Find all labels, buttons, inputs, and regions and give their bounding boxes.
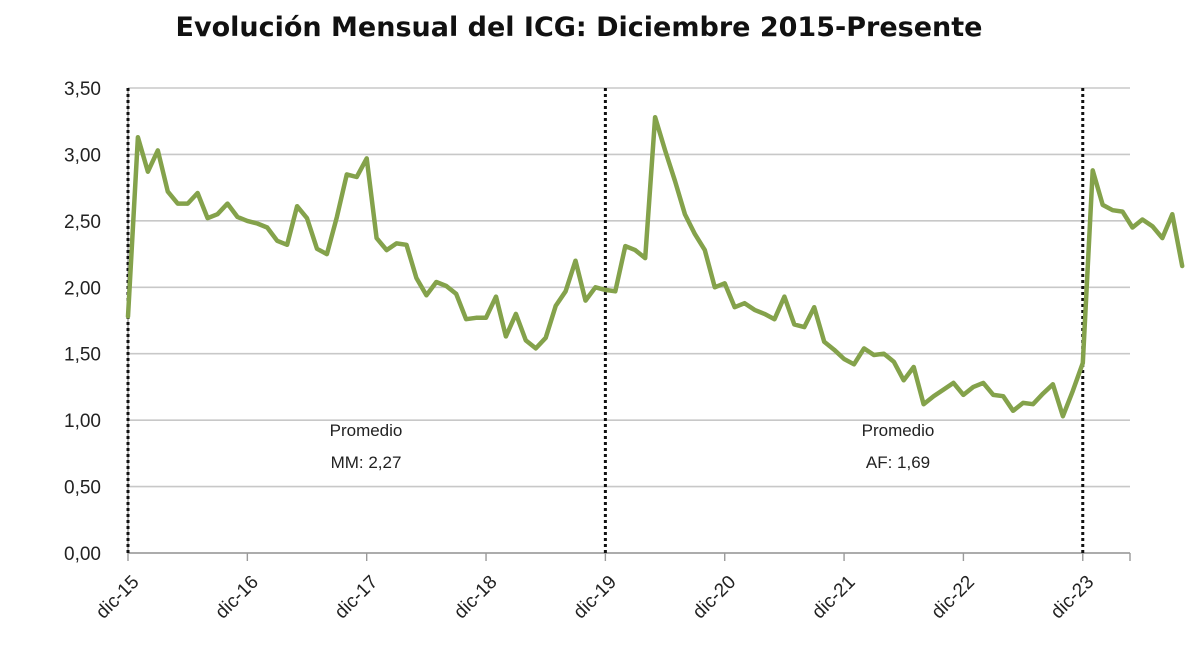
annotation-af-line2: AF: 1,69 [866, 453, 930, 472]
y-tick-label: 3,00 [64, 145, 101, 166]
y-tick-label: 1,50 [64, 345, 101, 366]
y-tick-label: 2,00 [64, 278, 101, 299]
x-tick-label: dic-21 [808, 572, 859, 623]
series-layer [125, 114, 1185, 419]
y-axis: 0,00 0,50 1,00 1,50 2,00 2,50 3,00 3,50 [64, 79, 129, 565]
x-tick-label: dic-19 [569, 572, 620, 623]
gridlines [128, 87, 1130, 554]
annotation-mm-line2: MM: 2,27 [331, 453, 402, 472]
x-tick-label: dic-17 [331, 572, 382, 623]
y-tick-label: 1,00 [64, 411, 101, 432]
x-tick-label: dic-20 [689, 572, 740, 623]
x-tick-label: dic-22 [928, 572, 979, 623]
y-tick-label: 3,50 [64, 79, 101, 100]
annotation-af-line1: Promedio [862, 421, 935, 440]
x-tick-label: dic-18 [450, 572, 501, 623]
x-tick-label: dic-23 [1047, 572, 1098, 623]
x-tick-label: dic-16 [211, 572, 262, 623]
chart-title: Evolución Mensual del ICG: Diciembre 201… [175, 12, 983, 43]
period-markers [126, 88, 1085, 553]
x-axis: dic-15 dic-16 dic-17 dic-18 dic-19 dic-20 dic-… [92, 552, 1131, 623]
y-tick-label: 0,50 [64, 478, 101, 499]
y-tick-label: 2,50 [64, 212, 101, 233]
y-tick-label: 0,00 [64, 544, 101, 565]
x-tick-label: dic-15 [92, 572, 143, 623]
series-line-icg [125, 114, 1185, 419]
annotation-mm-line1: Promedio [330, 421, 403, 440]
